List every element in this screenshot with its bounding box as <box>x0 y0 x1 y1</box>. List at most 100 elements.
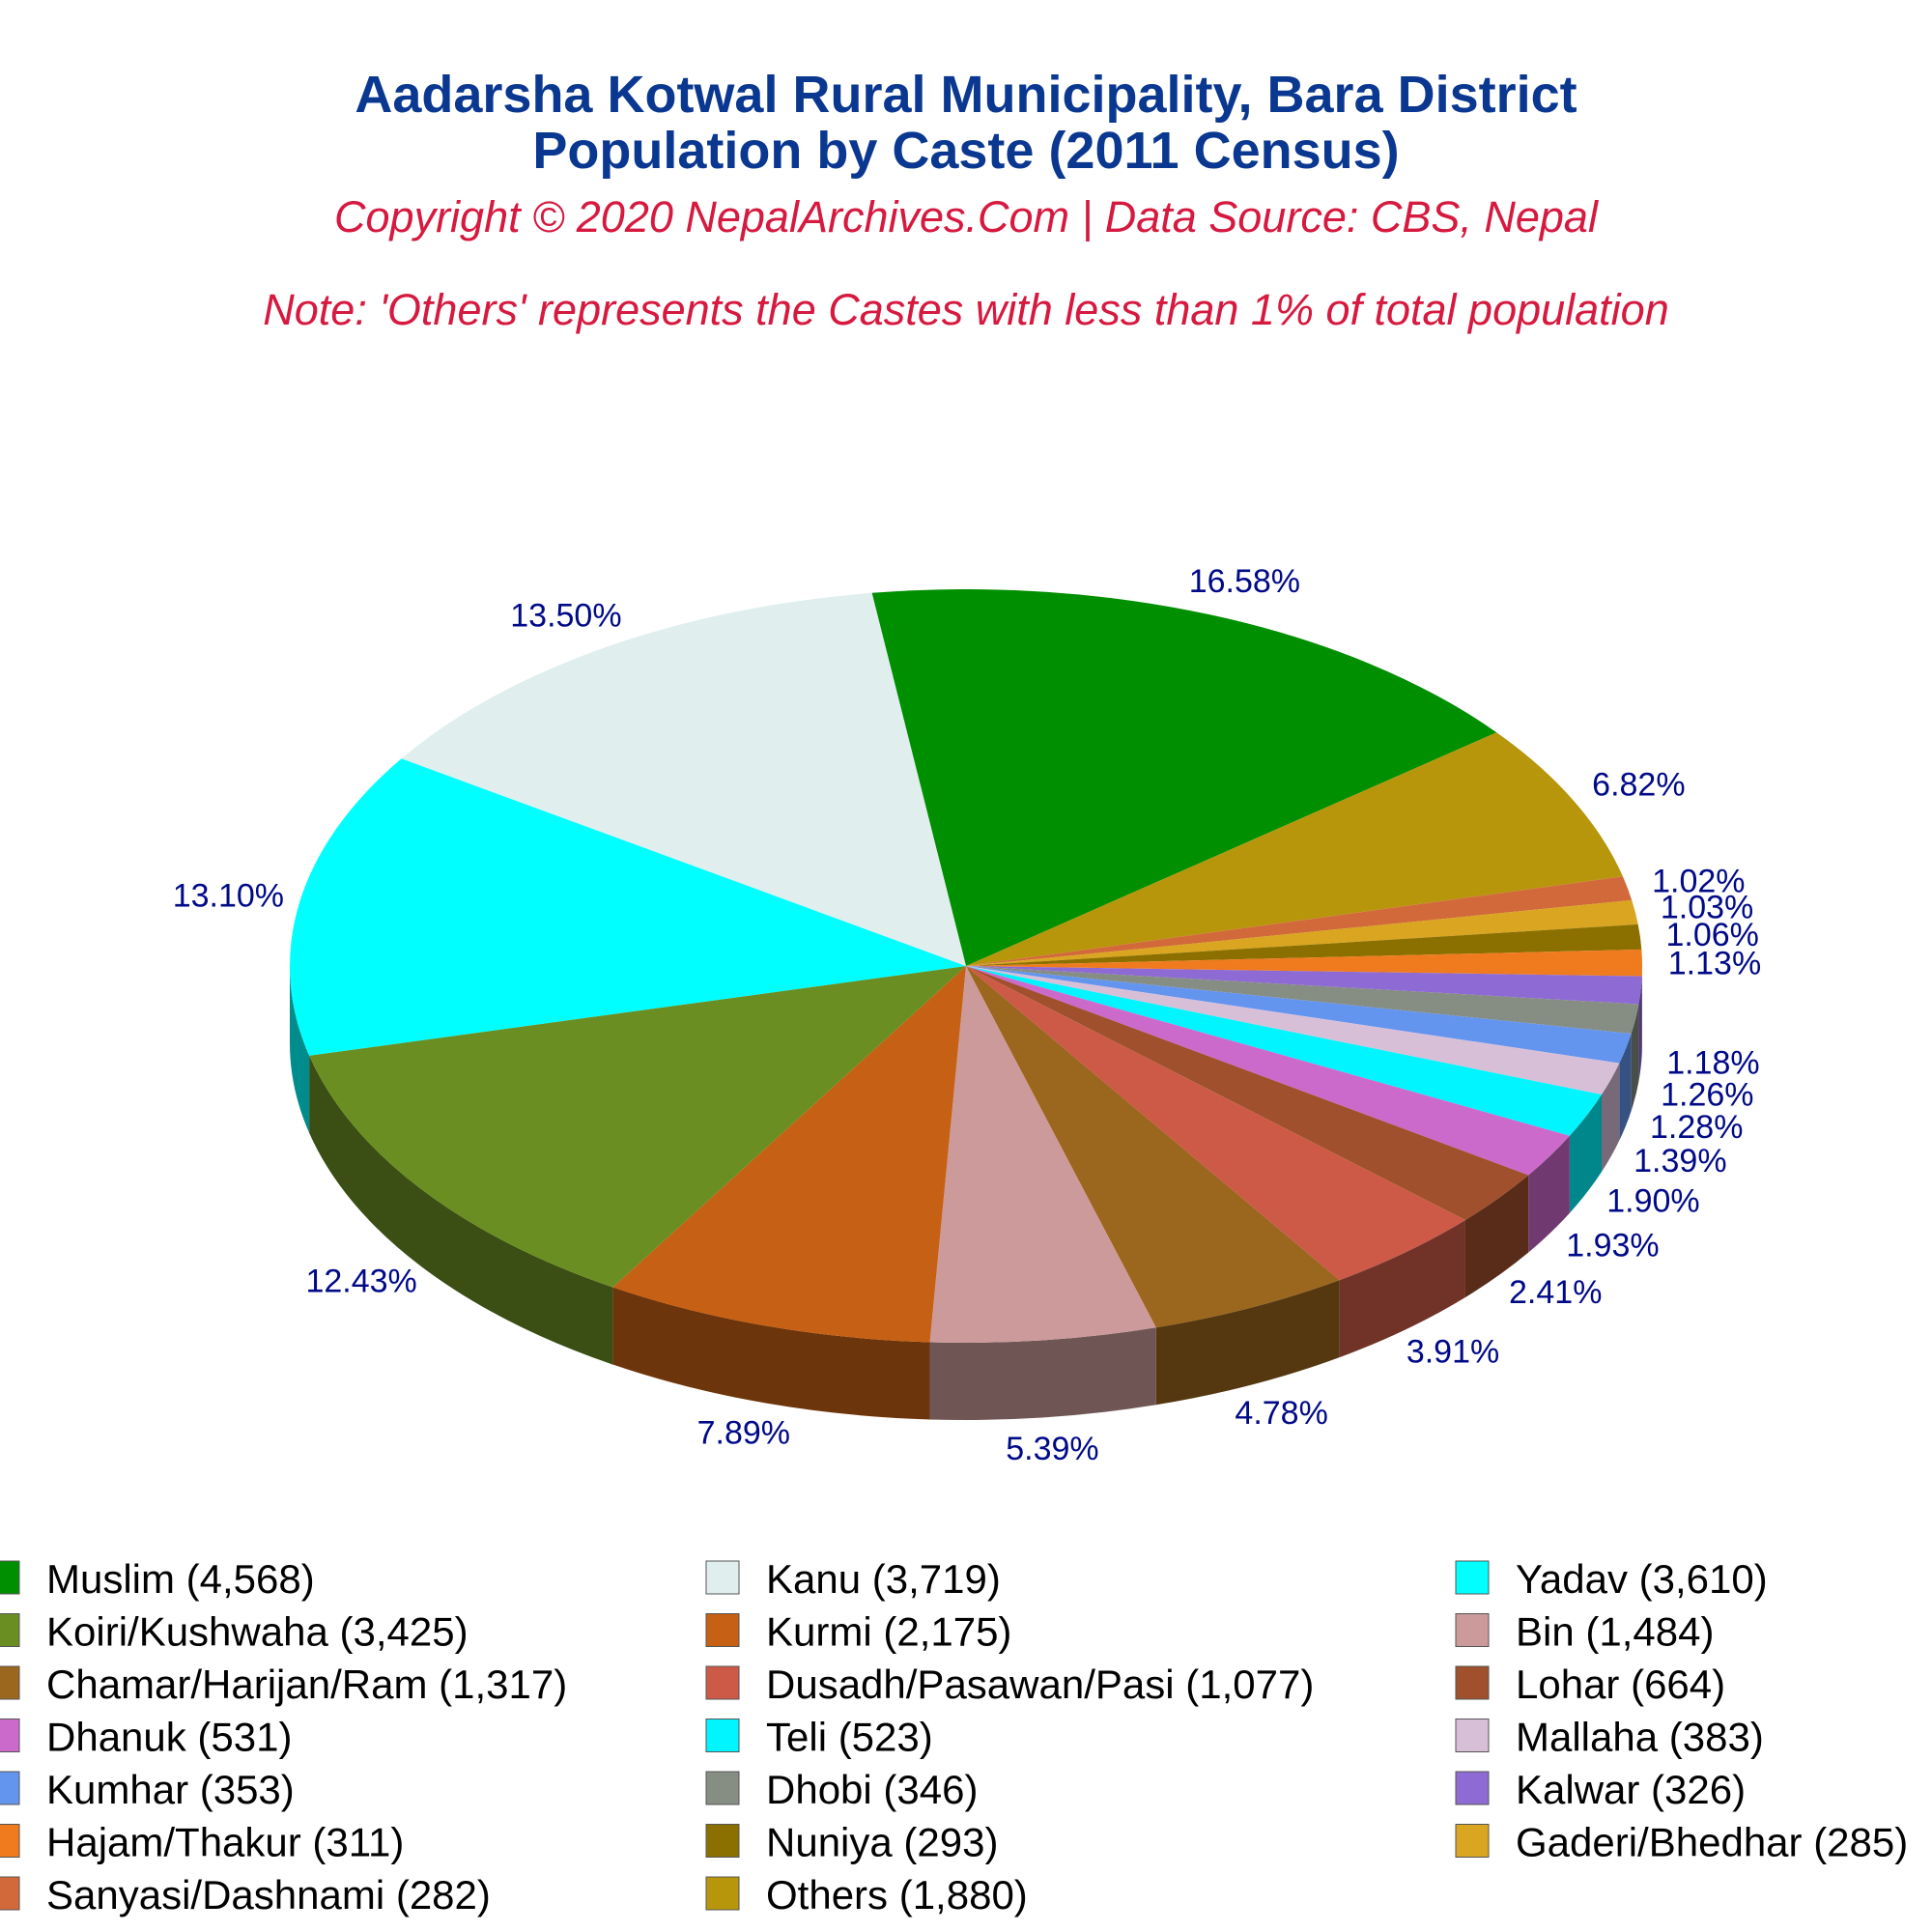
slice-dhobi <box>966 966 1639 1034</box>
legend-label-bin: Bin (1,484) <box>1516 1609 1714 1655</box>
slice-chamar-harijan-ram <box>966 966 1340 1328</box>
legend-item-dhobi: Dhobi (346) <box>705 1767 978 1812</box>
legend-item-hajam-thakur: Hajam/Thakur (311) <box>0 1820 404 1865</box>
slice-side-koiri-kushwaha <box>309 1055 613 1365</box>
slice-side-teli <box>1569 1094 1602 1213</box>
legend-swatch-dhanuk <box>0 1719 20 1752</box>
pct-label-teli: 1.90% <box>1606 1183 1699 1220</box>
slice-mallaha <box>966 966 1620 1095</box>
legend-label-koiri-kushwaha: Koiri/Kushwaha (3,425) <box>46 1609 469 1655</box>
legend-item-koiri-kushwaha: Koiri/Kushwaha (3,425) <box>0 1609 469 1655</box>
pct-label-dhanuk: 1.93% <box>1566 1228 1659 1264</box>
legend-swatch-chamar-harijan-ram <box>0 1665 20 1700</box>
legend-item-chamar-harijan-ram: Chamar/Harijan/Ram (1,317) <box>0 1662 567 1707</box>
legend-item-dusadh-pasawan-pasi: Dusadh/Pasawan/Pasi (1,077) <box>705 1662 1314 1707</box>
legend-label-hajam-thakur: Hajam/Thakur (311) <box>46 1820 404 1865</box>
legend-label-chamar-harijan-ram: Chamar/Harijan/Ram (1,317) <box>46 1662 567 1707</box>
legend-label-kalwar: Kalwar (326) <box>1516 1767 1746 1812</box>
pct-label-muslim: 16.58% <box>1189 563 1300 600</box>
legend-swatch-kurmi <box>705 1613 740 1647</box>
pct-label-kanu: 13.50% <box>510 598 621 635</box>
legend-swatch-others <box>705 1876 740 1911</box>
slice-side-yadav <box>290 966 310 1133</box>
slice-dhanuk <box>966 966 1570 1176</box>
slice-side-dhobi <box>1631 1004 1639 1111</box>
pie-side-walls <box>290 966 1642 1421</box>
slice-kumhar <box>966 966 1632 1064</box>
slice-side-dhanuk <box>1528 1135 1570 1253</box>
legend-swatch-mallaha <box>1455 1719 1490 1752</box>
pie-percent-labels: 16.58% 6.82% 1.02%1.03%1.06%1.13% 1.18%1.26… <box>173 563 1761 1467</box>
legend-label-yadav: Yadav (3,610) <box>1516 1556 1768 1602</box>
legend-swatch-yadav <box>1455 1560 1490 1595</box>
pct-label-chamar-harijan-ram: 4.78% <box>1235 1395 1327 1432</box>
slice-teli <box>966 966 1602 1136</box>
legend-swatch-lohar <box>1455 1665 1490 1700</box>
legend-swatch-kalwar <box>1455 1771 1490 1805</box>
pct-label-others: 6.82% <box>1592 766 1685 803</box>
legend-swatch-kanu <box>705 1560 740 1595</box>
legend-item-yadav: Yadav (3,610) <box>1455 1556 1768 1602</box>
slice-muslim <box>871 589 1497 966</box>
legend-swatch-kumhar <box>0 1771 20 1805</box>
legend-label-others: Others (1,880) <box>766 1872 1028 1918</box>
legend: Muslim (4,568) Kanu (3,719) Yadav (3,610) K… <box>0 1556 1908 1918</box>
legend-label-kanu: Kanu (3,719) <box>766 1556 1001 1602</box>
legend-swatch-nuniya <box>705 1824 740 1858</box>
legend-swatch-koiri-kushwaha <box>0 1613 20 1647</box>
chart-title: Aadarsha Kotwal Rural Municipality, Bara… <box>355 66 1577 124</box>
pct-label-kurmi: 7.89% <box>697 1415 790 1452</box>
slice-nuniya <box>966 923 1642 966</box>
slice-others <box>966 732 1623 966</box>
legend-item-kalwar: Kalwar (326) <box>1455 1767 1746 1812</box>
legend-swatch-muslim <box>0 1560 20 1595</box>
legend-swatch-dhobi <box>705 1771 740 1805</box>
legend-label-teli: Teli (523) <box>766 1715 933 1760</box>
slice-side-mallaha <box>1601 1063 1620 1173</box>
slice-side-kalwar <box>1638 976 1642 1082</box>
pct-label-dusadh-pasawan-pasi: 3.91% <box>1406 1334 1499 1371</box>
slice-sanyasi-dashnami <box>966 876 1633 966</box>
legend-label-muslim: Muslim (4,568) <box>46 1556 315 1602</box>
legend-item-mallaha: Mallaha (383) <box>1455 1715 1764 1760</box>
legend-item-kumhar: Kumhar (353) <box>0 1767 295 1812</box>
legend-label-dhobi: Dhobi (346) <box>766 1767 978 1812</box>
pct-label-hajam-thakur: 1.13% <box>1668 945 1761 981</box>
legend-swatch-bin <box>1455 1613 1490 1647</box>
legend-label-sanyasi-dashnami: Sanyasi/Dashnami (282) <box>46 1872 491 1918</box>
pct-label-kumhar: 1.28% <box>1650 1109 1743 1146</box>
legend-label-dhanuk: Dhanuk (531) <box>46 1715 292 1760</box>
chart-subtitle: Population by Caste (2011 Census) <box>532 122 1399 180</box>
legend-swatch-sanyasi-dashnami <box>0 1876 20 1911</box>
slice-koiri-kushwaha <box>309 966 967 1288</box>
pct-label-yadav: 13.10% <box>173 878 284 915</box>
slice-side-kurmi <box>612 1287 930 1420</box>
legend-item-others: Others (1,880) <box>705 1872 1028 1918</box>
legend-item-kanu: Kanu (3,719) <box>705 1556 1001 1602</box>
slice-gaderi-bhedhar <box>966 899 1638 966</box>
legend-swatch-teli <box>705 1719 740 1752</box>
pct-label-lohar: 2.41% <box>1509 1274 1602 1311</box>
pct-label-kalwar: 1.18% <box>1666 1045 1759 1082</box>
slice-side-bin <box>929 1327 1156 1421</box>
legend-label-kumhar: Kumhar (353) <box>46 1767 295 1812</box>
pct-label-koiri-kushwaha: 12.43% <box>305 1264 416 1300</box>
slice-lohar <box>966 966 1529 1220</box>
legend-item-kurmi: Kurmi (2,175) <box>705 1609 1011 1655</box>
slice-kalwar <box>966 966 1642 1005</box>
slice-bin <box>929 966 1156 1344</box>
legend-label-gaderi-bhedhar: Gaderi/Bhedhar (285) <box>1516 1820 1908 1865</box>
pct-label-sanyasi-dashnami: 1.02% <box>1652 863 1745 899</box>
legend-item-sanyasi-dashnami: Sanyasi/Dashnami (282) <box>0 1872 491 1918</box>
slice-side-dusadh-pasawan-pasi <box>1339 1219 1465 1358</box>
legend-label-mallaha: Mallaha (383) <box>1516 1715 1764 1760</box>
legend-item-gaderi-bhedhar: Gaderi/Bhedhar (285) <box>1455 1820 1908 1865</box>
slice-side-lohar <box>1464 1175 1529 1297</box>
slice-yadav <box>290 758 967 1056</box>
legend-swatch-hajam-thakur <box>0 1824 20 1858</box>
slice-kanu <box>401 592 966 966</box>
pct-label-gaderi-bhedhar: 1.03% <box>1661 890 1753 926</box>
slice-side-chamar-harijan-ram <box>1155 1280 1340 1406</box>
pct-label-bin: 5.39% <box>1006 1431 1098 1467</box>
